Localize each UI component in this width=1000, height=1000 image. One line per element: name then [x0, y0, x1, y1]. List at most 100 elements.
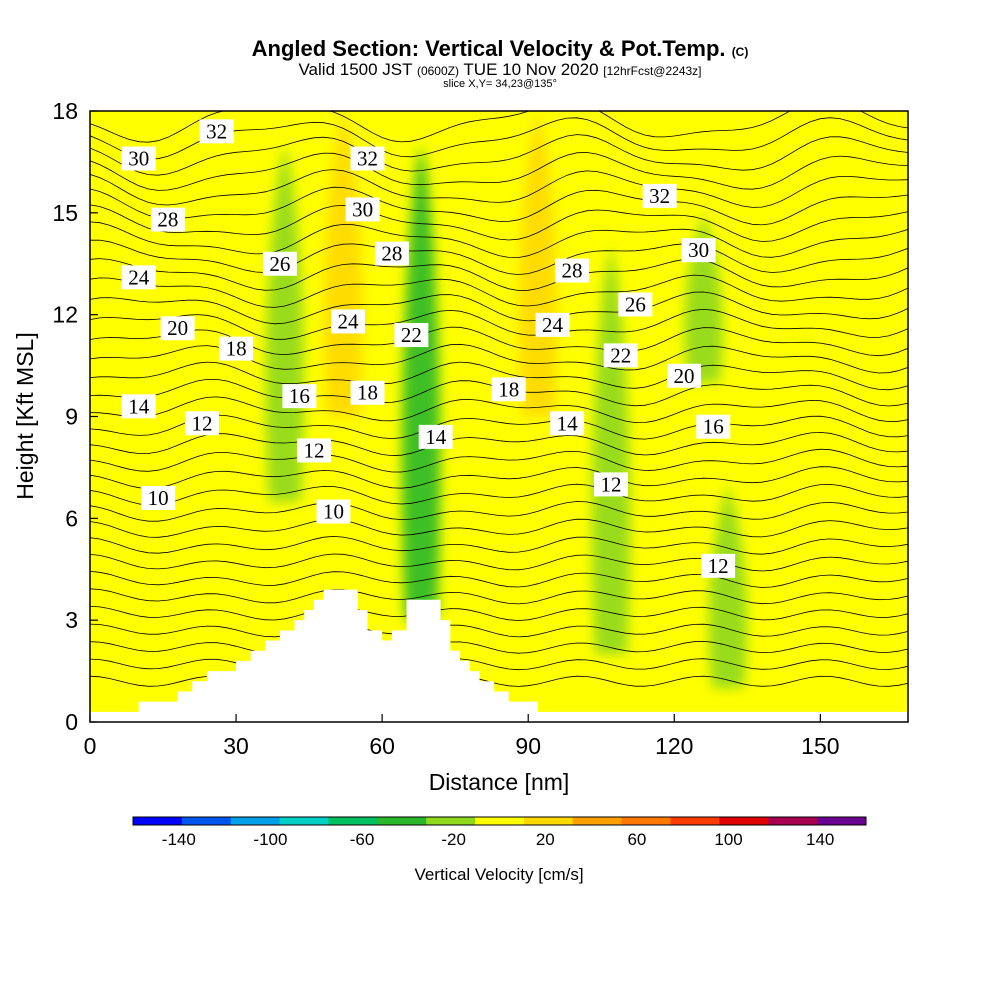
contour-label: 20 [160, 316, 195, 341]
contour-label: 18 [350, 380, 385, 405]
contour-label-text: 16 [703, 415, 724, 439]
theta-contour-line [90, 396, 908, 424]
x-axis-label: Distance [nm] [429, 769, 570, 795]
contour-label: 18 [219, 336, 254, 361]
theta-contour-line [90, 623, 908, 638]
contour-label-box [150, 207, 185, 232]
contour-label: 16 [282, 384, 317, 409]
contour-label-text: 12 [303, 438, 324, 462]
theta-contour-line [90, 658, 908, 671]
x-tick-label: 60 [369, 733, 395, 759]
colorbar-swatch [328, 817, 378, 825]
contour-label: 24 [331, 309, 366, 334]
contour-label-box [593, 472, 628, 497]
theta-contour-line [90, 431, 908, 457]
contour-label-text: 28 [157, 208, 178, 232]
theta-contour-line [90, 239, 908, 275]
theta-contour-line [90, 553, 908, 572]
subtitle-utc: (0600Z) [416, 64, 459, 78]
theta-contour-line [90, 483, 908, 506]
contour-label-text: 18 [498, 377, 519, 401]
contour-label-text: 30 [128, 147, 149, 171]
contour-label: 14 [550, 411, 585, 436]
contour-label-text: 26 [269, 252, 290, 276]
contour-label-text: 32 [357, 147, 378, 171]
contour-label: 14 [121, 394, 156, 419]
chart-title-text: Angled Section: Vertical Velocity & Pot.… [251, 36, 726, 61]
contour-label-text: 12 [600, 472, 621, 496]
subtitle-date: TUE 10 Nov 2020 [463, 60, 599, 79]
contour-label: 32 [642, 183, 677, 208]
contour-label-text: 14 [557, 411, 579, 435]
colorbar-swatch [523, 817, 574, 825]
slice-info: slice X,Y= 34,23@135° [443, 78, 557, 90]
theta-contour-line [90, 204, 908, 242]
y-tick-label: 6 [65, 505, 78, 531]
colorbar-swatch [230, 817, 281, 825]
y-tick-label: 0 [65, 709, 78, 735]
theta-contour-line [90, 308, 908, 340]
contour-label-text: 28 [562, 259, 583, 283]
terrain-profile [90, 589, 908, 722]
theta-contour-line [90, 571, 908, 588]
contour-label-box [296, 438, 331, 463]
contour-label: 28 [374, 241, 409, 266]
contour-label: 18 [491, 377, 526, 402]
theta-contour-line [90, 258, 908, 291]
contour-label-text: 16 [289, 384, 310, 408]
terrain [90, 589, 908, 722]
contour-label-text: 28 [381, 242, 402, 266]
contour-label-box [394, 323, 429, 348]
contour-label: 12 [701, 553, 736, 578]
velocity-band [518, 111, 558, 417]
contour-label-text: 24 [542, 313, 564, 337]
velocity-band [401, 144, 441, 621]
contour-label: 32 [350, 146, 385, 171]
contour-label: 24 [121, 265, 156, 290]
y-tick-label: 15 [52, 200, 78, 226]
contour-label: 16 [696, 414, 731, 439]
theta-contour-line [90, 466, 908, 489]
colorbar-tick-label: -20 [441, 830, 466, 849]
contour-label: 10 [316, 499, 351, 524]
contour-label-text: 10 [323, 500, 344, 524]
theta-contour-line [90, 151, 908, 191]
colorbar-tick-label: 100 [714, 830, 742, 849]
contour-label-text: 32 [206, 119, 227, 143]
contour-label-box [696, 414, 731, 439]
colorbar-swatch [475, 817, 525, 825]
theta-contour-line [90, 291, 908, 325]
contour-label-box [701, 553, 736, 578]
contour-label-text: 24 [338, 309, 360, 333]
colorbar-frame [132, 816, 867, 826]
field-background [90, 111, 908, 722]
contour-label: 26 [262, 251, 297, 276]
contour-label-box [618, 292, 653, 317]
contour-label-box [603, 343, 638, 368]
contour-label-box [681, 238, 716, 263]
theta-contour-line [90, 361, 908, 391]
title-mark: (C) [731, 45, 749, 59]
x-tick-label: 90 [515, 733, 541, 759]
colorbar-tick-label: -60 [350, 830, 375, 849]
x-tick-label: 120 [655, 733, 693, 759]
subtitle-forecast: [12hrFcst@2243z] [603, 64, 702, 78]
contour-label-text: 22 [610, 343, 631, 367]
theta-contour-line [90, 186, 908, 226]
theta-contour-line [90, 111, 908, 143]
contour-label-text: 26 [625, 292, 646, 316]
theta-contour-line [90, 169, 908, 208]
colorbar-swatch [670, 817, 720, 825]
contour-label: 10 [141, 485, 176, 510]
colorbar-swatch [426, 817, 476, 825]
y-axis-label: Height [Kft MSL] [12, 332, 38, 499]
contour-label-text: 10 [148, 486, 169, 510]
contour-label-text: 20 [167, 316, 188, 340]
colorbar-tick-label: 140 [806, 830, 834, 849]
contour-label-box [121, 265, 156, 290]
contour-label-box [642, 183, 677, 208]
field-bands [168, 111, 748, 689]
axes: 0 30 60 90 120 150 0 3 6 9 12 15 18 [52, 98, 839, 759]
colorbar-swatch [133, 817, 183, 825]
contour-label: 14 [418, 424, 453, 449]
